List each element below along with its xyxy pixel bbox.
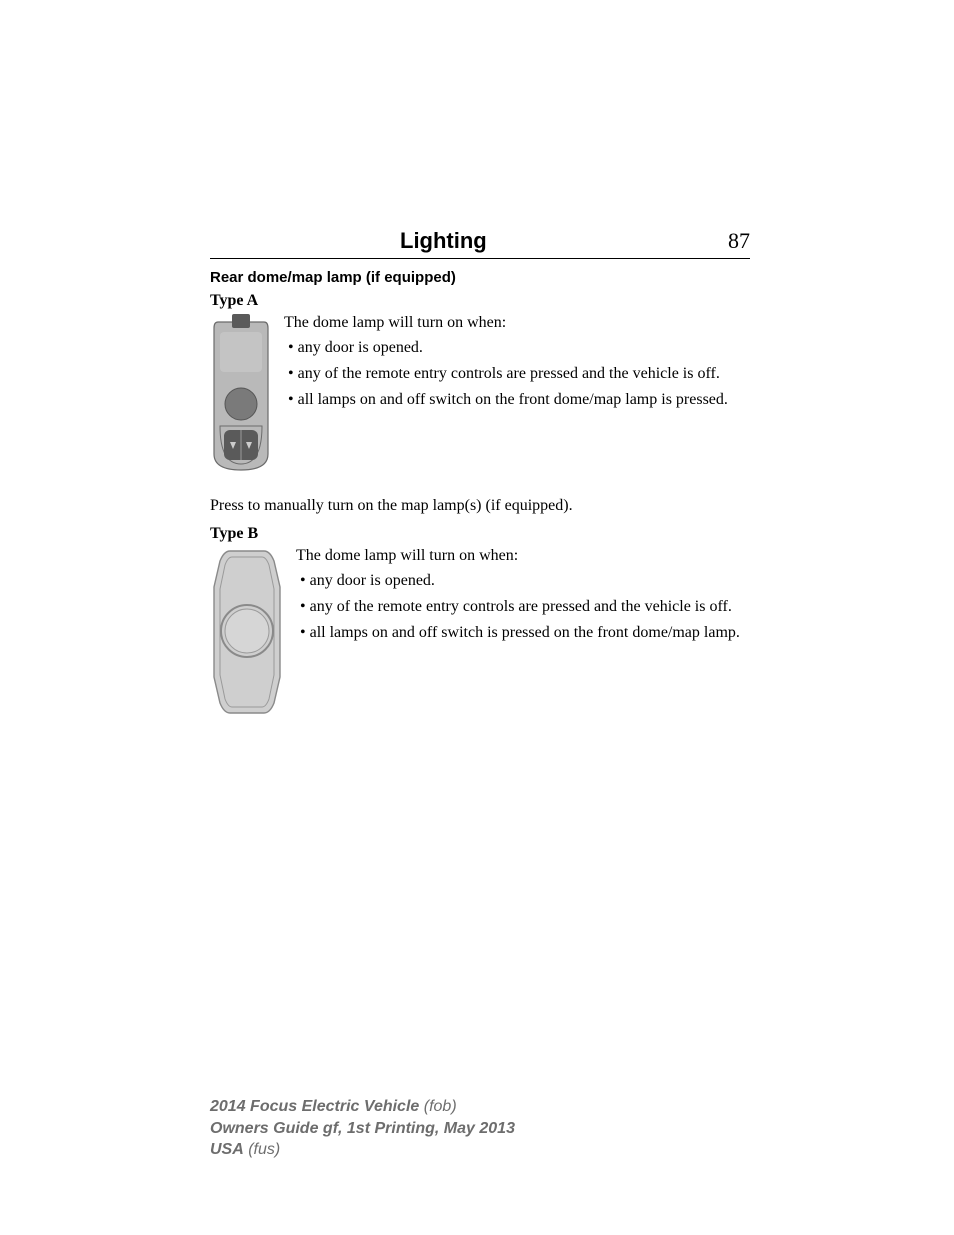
bullet-item: all lamps on and off switch is pressed o… bbox=[300, 623, 750, 643]
type-b-intro: The dome lamp will turn on when: bbox=[296, 547, 750, 565]
type-a-bullets: any door is opened. any of the remote en… bbox=[284, 338, 750, 410]
type-b-block: The dome lamp will turn on when: any doo… bbox=[210, 547, 750, 722]
bullet-item: any door is opened. bbox=[288, 338, 750, 358]
type-b-label: Type B bbox=[210, 525, 750, 543]
type-b-illustration bbox=[210, 547, 284, 722]
page-number: 87 bbox=[728, 228, 750, 254]
type-b-text: The dome lamp will turn on when: any doo… bbox=[296, 547, 750, 649]
type-b-bullets: any door is opened. any of the remote en… bbox=[296, 571, 750, 643]
footer-line-3: USA (fus) bbox=[210, 1139, 750, 1161]
bullet-item: any of the remote entry controls are pre… bbox=[288, 364, 750, 384]
bullet-item: all lamps on and off switch on the front… bbox=[288, 390, 750, 410]
bullet-item: any of the remote entry controls are pre… bbox=[300, 597, 750, 617]
page-content: Lighting 87 Rear dome/map lamp (if equip… bbox=[210, 228, 750, 722]
bullet-item: any door is opened. bbox=[300, 571, 750, 591]
chapter-title: Lighting bbox=[400, 228, 487, 254]
page-footer: 2014 Focus Electric Vehicle (fob) Owners… bbox=[210, 1096, 750, 1161]
footer-line-2: Owners Guide gf, 1st Printing, May 2013 bbox=[210, 1118, 750, 1140]
type-a-block: The dome lamp will turn on when: any doo… bbox=[210, 314, 750, 479]
type-a-label: Type A bbox=[210, 292, 750, 310]
type-a-intro: The dome lamp will turn on when: bbox=[284, 314, 750, 332]
footer-line-1: 2014 Focus Electric Vehicle (fob) bbox=[210, 1096, 750, 1118]
section-heading: Rear dome/map lamp (if equipped) bbox=[210, 269, 750, 286]
standalone-instruction: Press to manually turn on the map lamp(s… bbox=[210, 497, 750, 515]
page-header: Lighting 87 bbox=[210, 228, 750, 259]
type-a-text: The dome lamp will turn on when: any doo… bbox=[284, 314, 750, 416]
type-a-illustration bbox=[210, 314, 272, 479]
